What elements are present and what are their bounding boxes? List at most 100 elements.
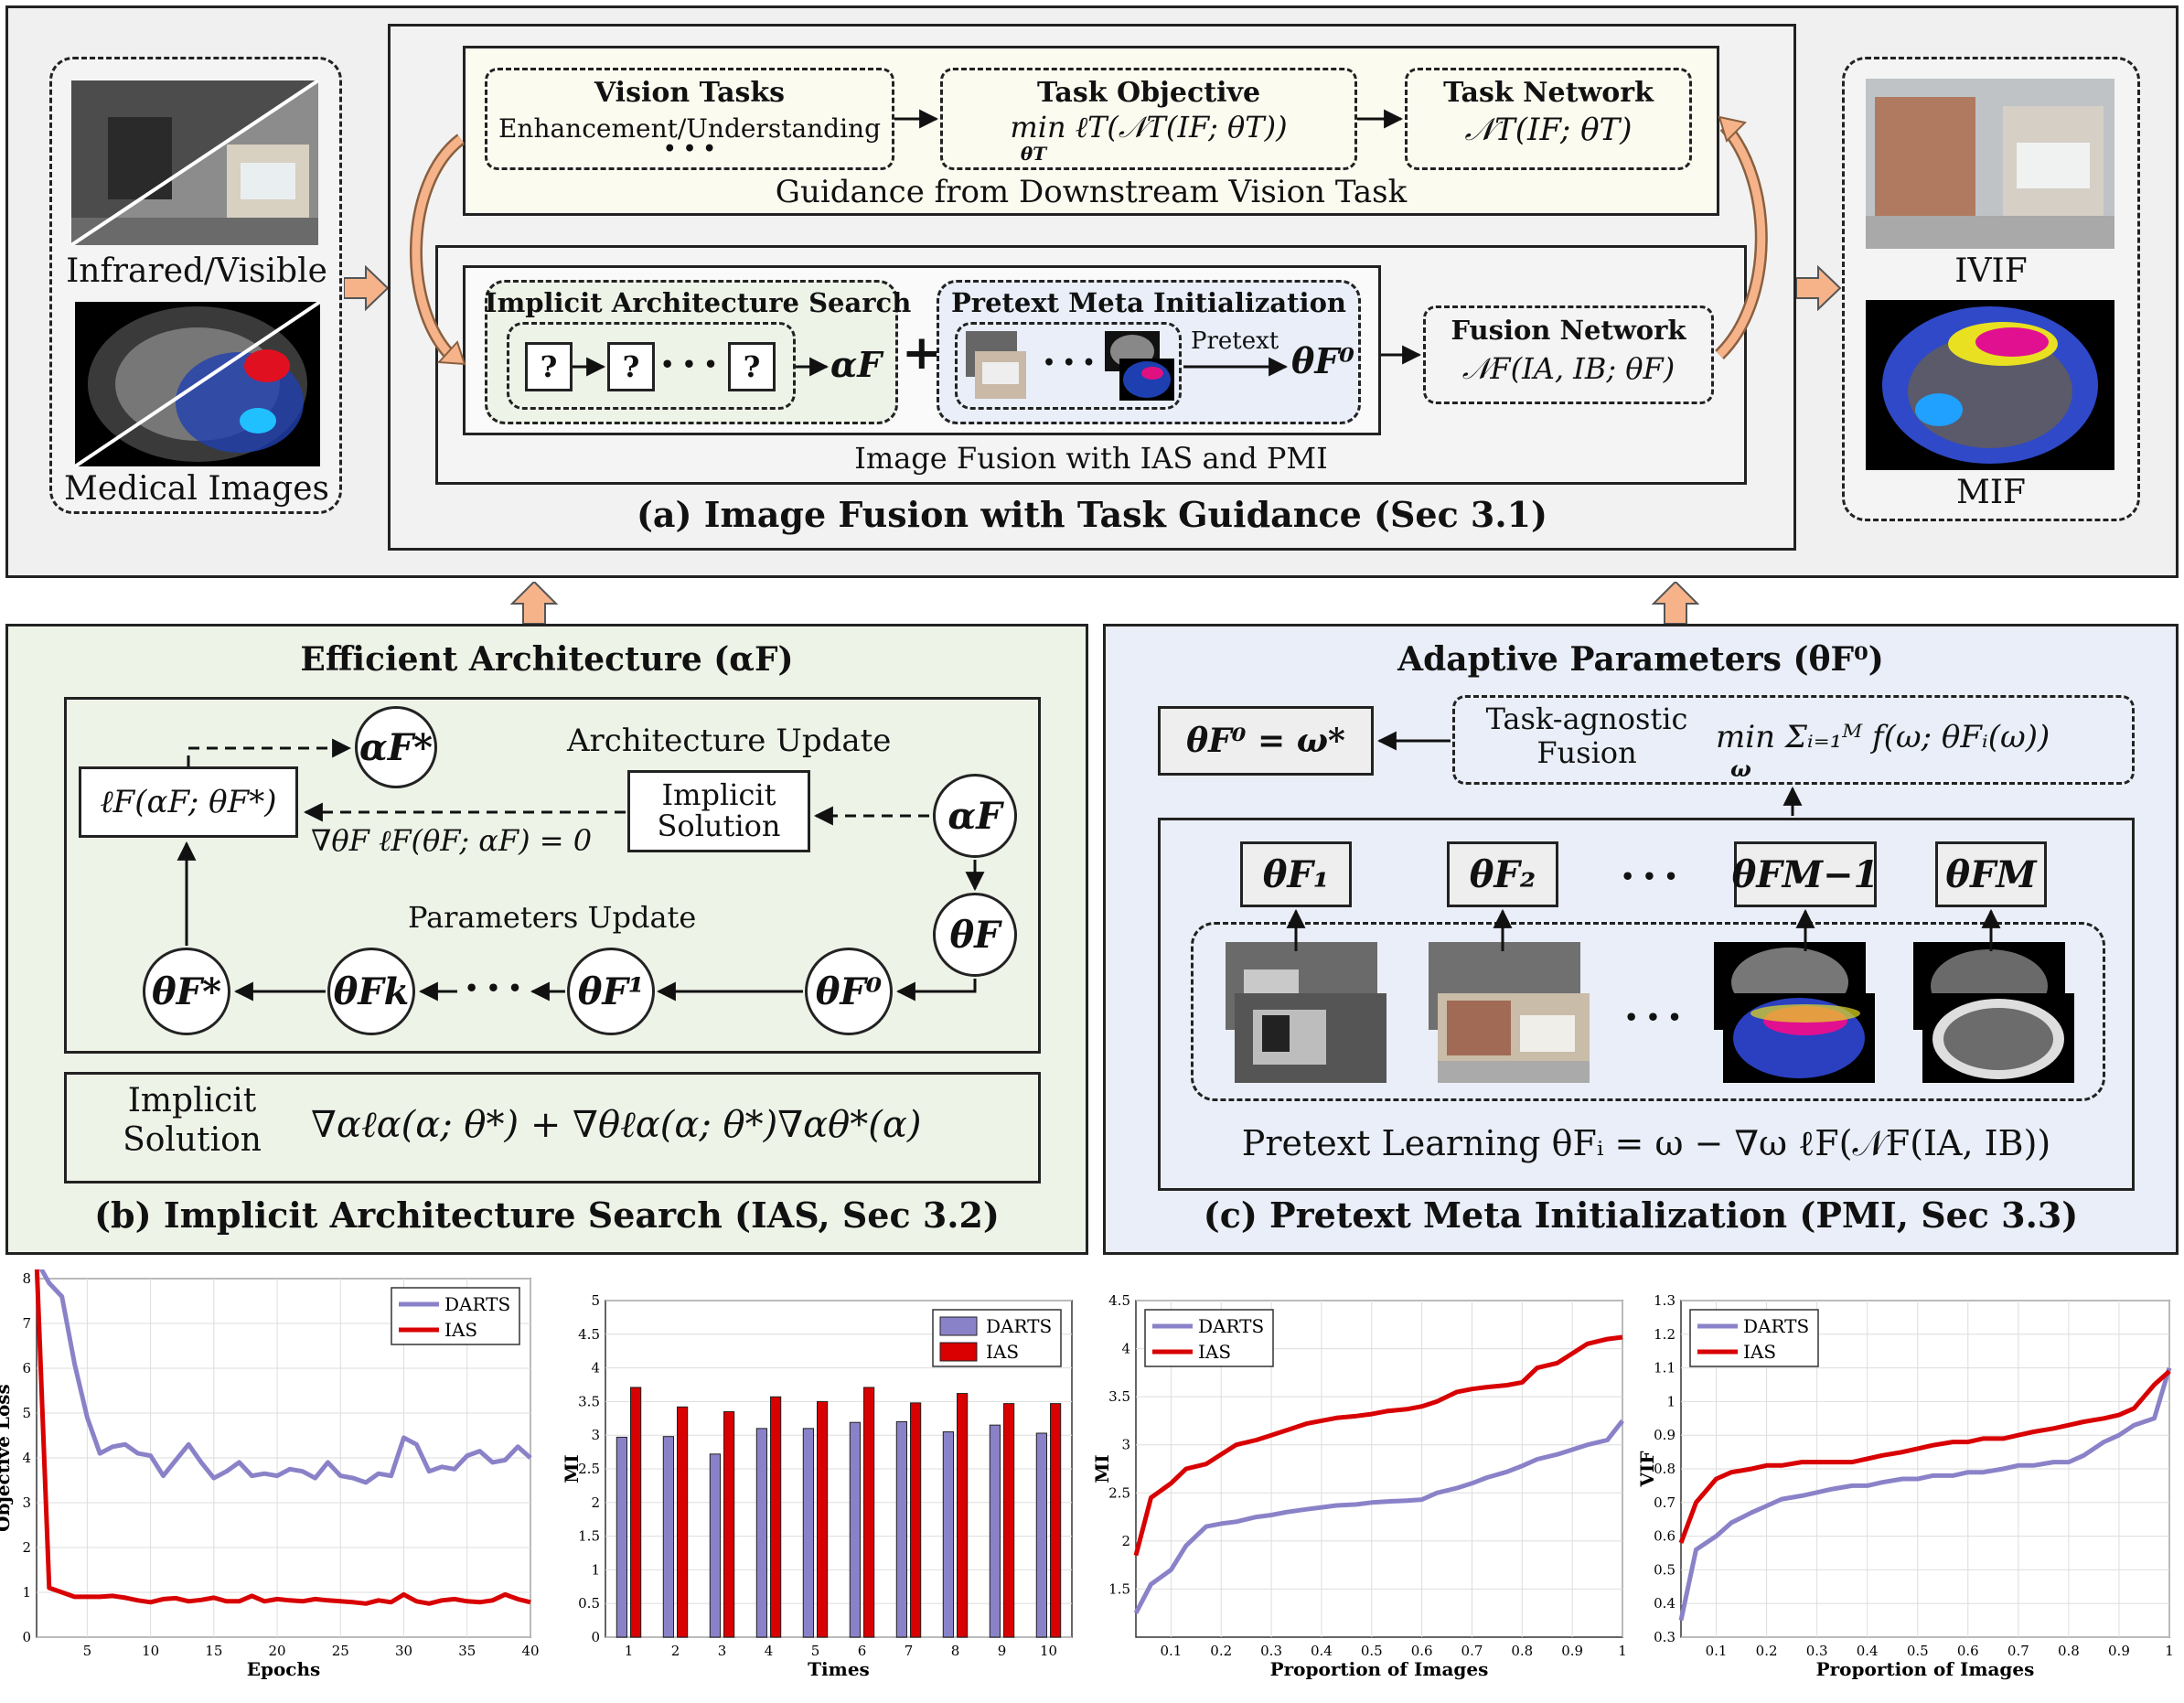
pmi-title: Pretext Meta Initialization bbox=[951, 287, 1346, 318]
y-tick-label: 1 bbox=[22, 1584, 31, 1601]
implicit-solution-formula: ∇αℓα(α; θ*) + ∇θℓα(α; θ*)∇αθ*(α) bbox=[311, 1104, 922, 1146]
y-tick-label: 0.8 bbox=[1654, 1461, 1675, 1477]
bar bbox=[957, 1393, 969, 1638]
vision-tasks-title: Vision Tasks bbox=[594, 77, 786, 109]
panel-c-connectors bbox=[1286, 731, 2001, 951]
alpha-node: αF bbox=[933, 774, 1017, 858]
y-tick-label: 0.6 bbox=[1654, 1528, 1675, 1545]
x-tick-label: 35 bbox=[458, 1643, 476, 1659]
x-tick-label: 0.1 bbox=[1706, 1643, 1728, 1659]
theta-f2-box: θF₂ bbox=[1447, 841, 1558, 907]
orange-arrow-up-icon bbox=[510, 582, 558, 624]
legend-box bbox=[1689, 1309, 1819, 1367]
panel-b-caption: (b) Implicit Architecture Search (IAS, S… bbox=[94, 1194, 1000, 1236]
bar bbox=[662, 1436, 674, 1638]
x-tick-label: 0.1 bbox=[1160, 1643, 1182, 1659]
alpha-star-node: αF* bbox=[355, 706, 437, 788]
fusion-network-formula: 𝒩F(IA, IB; θF) bbox=[1461, 351, 1675, 386]
panel-c-caption: (c) Pretext Meta Initialization (PMI, Se… bbox=[1203, 1194, 2079, 1236]
bar bbox=[1003, 1403, 1015, 1638]
legend-box bbox=[1144, 1309, 1274, 1367]
pmi-pretext-label: Pretext bbox=[1191, 327, 1279, 355]
x-tick-label: 0.2 bbox=[1756, 1643, 1778, 1659]
y-tick-label: 0.9 bbox=[1654, 1427, 1675, 1443]
mi-proportion-chart: 1.5 2 2.5 3 3.5 4 4.5 0.1 0.2 0.3 0.4 0.5 0.6 0.7 0.8 0… bbox=[1091, 1292, 1627, 1680]
y-tick-label: 2.5 bbox=[1108, 1484, 1130, 1501]
implicit-solution-bottom-label: Implicit Solution bbox=[123, 1082, 262, 1160]
pretext-image-ir bbox=[1226, 942, 1386, 1083]
implicit-solution-box: Implicit Solution bbox=[627, 770, 810, 852]
y-tick-label: 0.7 bbox=[1654, 1494, 1675, 1511]
y-tick-label: 2 bbox=[1121, 1533, 1130, 1549]
bar bbox=[630, 1387, 642, 1638]
y-tick-label: 1.5 bbox=[578, 1528, 600, 1545]
task-agnostic-label: Task-agnostic Fusion bbox=[1485, 702, 1688, 770]
legend-box bbox=[391, 1287, 520, 1345]
y-tick-label: 0.3 bbox=[1654, 1629, 1675, 1645]
pretext-learning-box bbox=[1158, 818, 2135, 1191]
x-tick-label: 30 bbox=[395, 1643, 412, 1659]
ias-cells-box bbox=[507, 322, 796, 410]
task-objective-subscript: θT bbox=[1020, 143, 1047, 165]
legend-label: IAS bbox=[1743, 1341, 1776, 1363]
y-tick-label: 1.5 bbox=[1108, 1580, 1130, 1597]
x-axis-label: Proportion of Images bbox=[1816, 1658, 2035, 1680]
orange-arrow-up-icon bbox=[1652, 582, 1699, 624]
pmi-images-box bbox=[955, 322, 1182, 410]
legend-label: DARTS bbox=[1198, 1315, 1264, 1337]
series-line bbox=[1678, 1366, 2172, 1622]
input-label-infrared: Infrared/Visible bbox=[66, 252, 327, 290]
orange-arrow-right-icon bbox=[344, 265, 390, 311]
y-tick-label: 3 bbox=[22, 1494, 31, 1511]
x-axis-label: Proportion of Images bbox=[1270, 1658, 1489, 1680]
bar bbox=[817, 1400, 829, 1638]
ias-dots: • • • bbox=[660, 351, 718, 378]
x-tick-label: 0.5 bbox=[1361, 1643, 1383, 1659]
task-objective-title: Task Objective bbox=[1036, 77, 1261, 109]
pmi-thumb-street bbox=[966, 331, 1026, 399]
panel-b-title: Efficient Architecture (αF) bbox=[300, 640, 794, 679]
bar bbox=[755, 1428, 767, 1638]
ias-cell-1: ? bbox=[525, 342, 573, 391]
x-tick-label: 3 bbox=[718, 1643, 727, 1659]
bar bbox=[1035, 1432, 1048, 1638]
theta-node: θF bbox=[933, 893, 1017, 977]
pretext-learning-formula: Pretext Learning θFᵢ = ω − ∇ω ℓF(𝒩F(IA, … bbox=[1241, 1123, 2051, 1163]
x-tick-label: 0.9 bbox=[2108, 1643, 2130, 1659]
x-tick-label: 0.2 bbox=[1210, 1643, 1232, 1659]
series-line bbox=[1678, 1369, 2171, 1544]
fusion-network-title: Fusion Network bbox=[1451, 315, 1686, 346]
vif-proportion-chart: 0.3 0.4 0.5 0.6 0.7 0.8 0.9 1 1.1 1.2 1.3 0.1 0.2 0.3… bbox=[1637, 1292, 2174, 1680]
series-line bbox=[1133, 1419, 1624, 1614]
images-dots: • • • bbox=[1624, 1004, 1682, 1031]
objective-loss-chart: 0 1 2 3 4 5 6 7 8 5 10 15 20 25 30 35 40 Epochs Objective … bbox=[0, 1269, 540, 1680]
y-tick-label: 4 bbox=[1121, 1341, 1130, 1357]
ias-cell-3: ? bbox=[728, 342, 776, 391]
series-line bbox=[1133, 1334, 1623, 1557]
x-tick-label: 0.4 bbox=[1311, 1643, 1333, 1659]
y-tick-label: 1.1 bbox=[1654, 1360, 1675, 1376]
x-tick-label: 20 bbox=[269, 1643, 286, 1659]
legend-swatch bbox=[939, 1342, 978, 1362]
x-tick-label: 40 bbox=[521, 1643, 539, 1659]
legend-label: IAS bbox=[444, 1319, 477, 1341]
y-tick-label: 4.5 bbox=[578, 1326, 600, 1343]
y-tick-label: 0.4 bbox=[1654, 1595, 1675, 1612]
x-tick-label: 0.8 bbox=[1511, 1643, 1533, 1659]
x-tick-label: 4 bbox=[765, 1643, 774, 1659]
panel-a-connectors bbox=[410, 109, 1768, 377]
y-tick-label: 0.5 bbox=[1654, 1561, 1675, 1578]
y-tick-label: 0 bbox=[591, 1629, 600, 1645]
x-axis-label: Times bbox=[808, 1658, 870, 1680]
task-network-box bbox=[1405, 68, 1692, 170]
output-label-mif: MIF bbox=[1955, 474, 2027, 511]
y-tick-label: 2 bbox=[591, 1494, 600, 1511]
x-tick-label: 0.9 bbox=[1561, 1643, 1583, 1659]
y-tick-label: 3 bbox=[1121, 1437, 1130, 1453]
implicit-solution-bottom-box bbox=[64, 1072, 1041, 1184]
x-tick-label: 1 bbox=[625, 1643, 634, 1659]
bar bbox=[770, 1396, 782, 1638]
pretext-image-mri-ct bbox=[1913, 942, 2074, 1083]
legend-label: IAS bbox=[986, 1341, 1019, 1363]
bar bbox=[863, 1387, 875, 1638]
